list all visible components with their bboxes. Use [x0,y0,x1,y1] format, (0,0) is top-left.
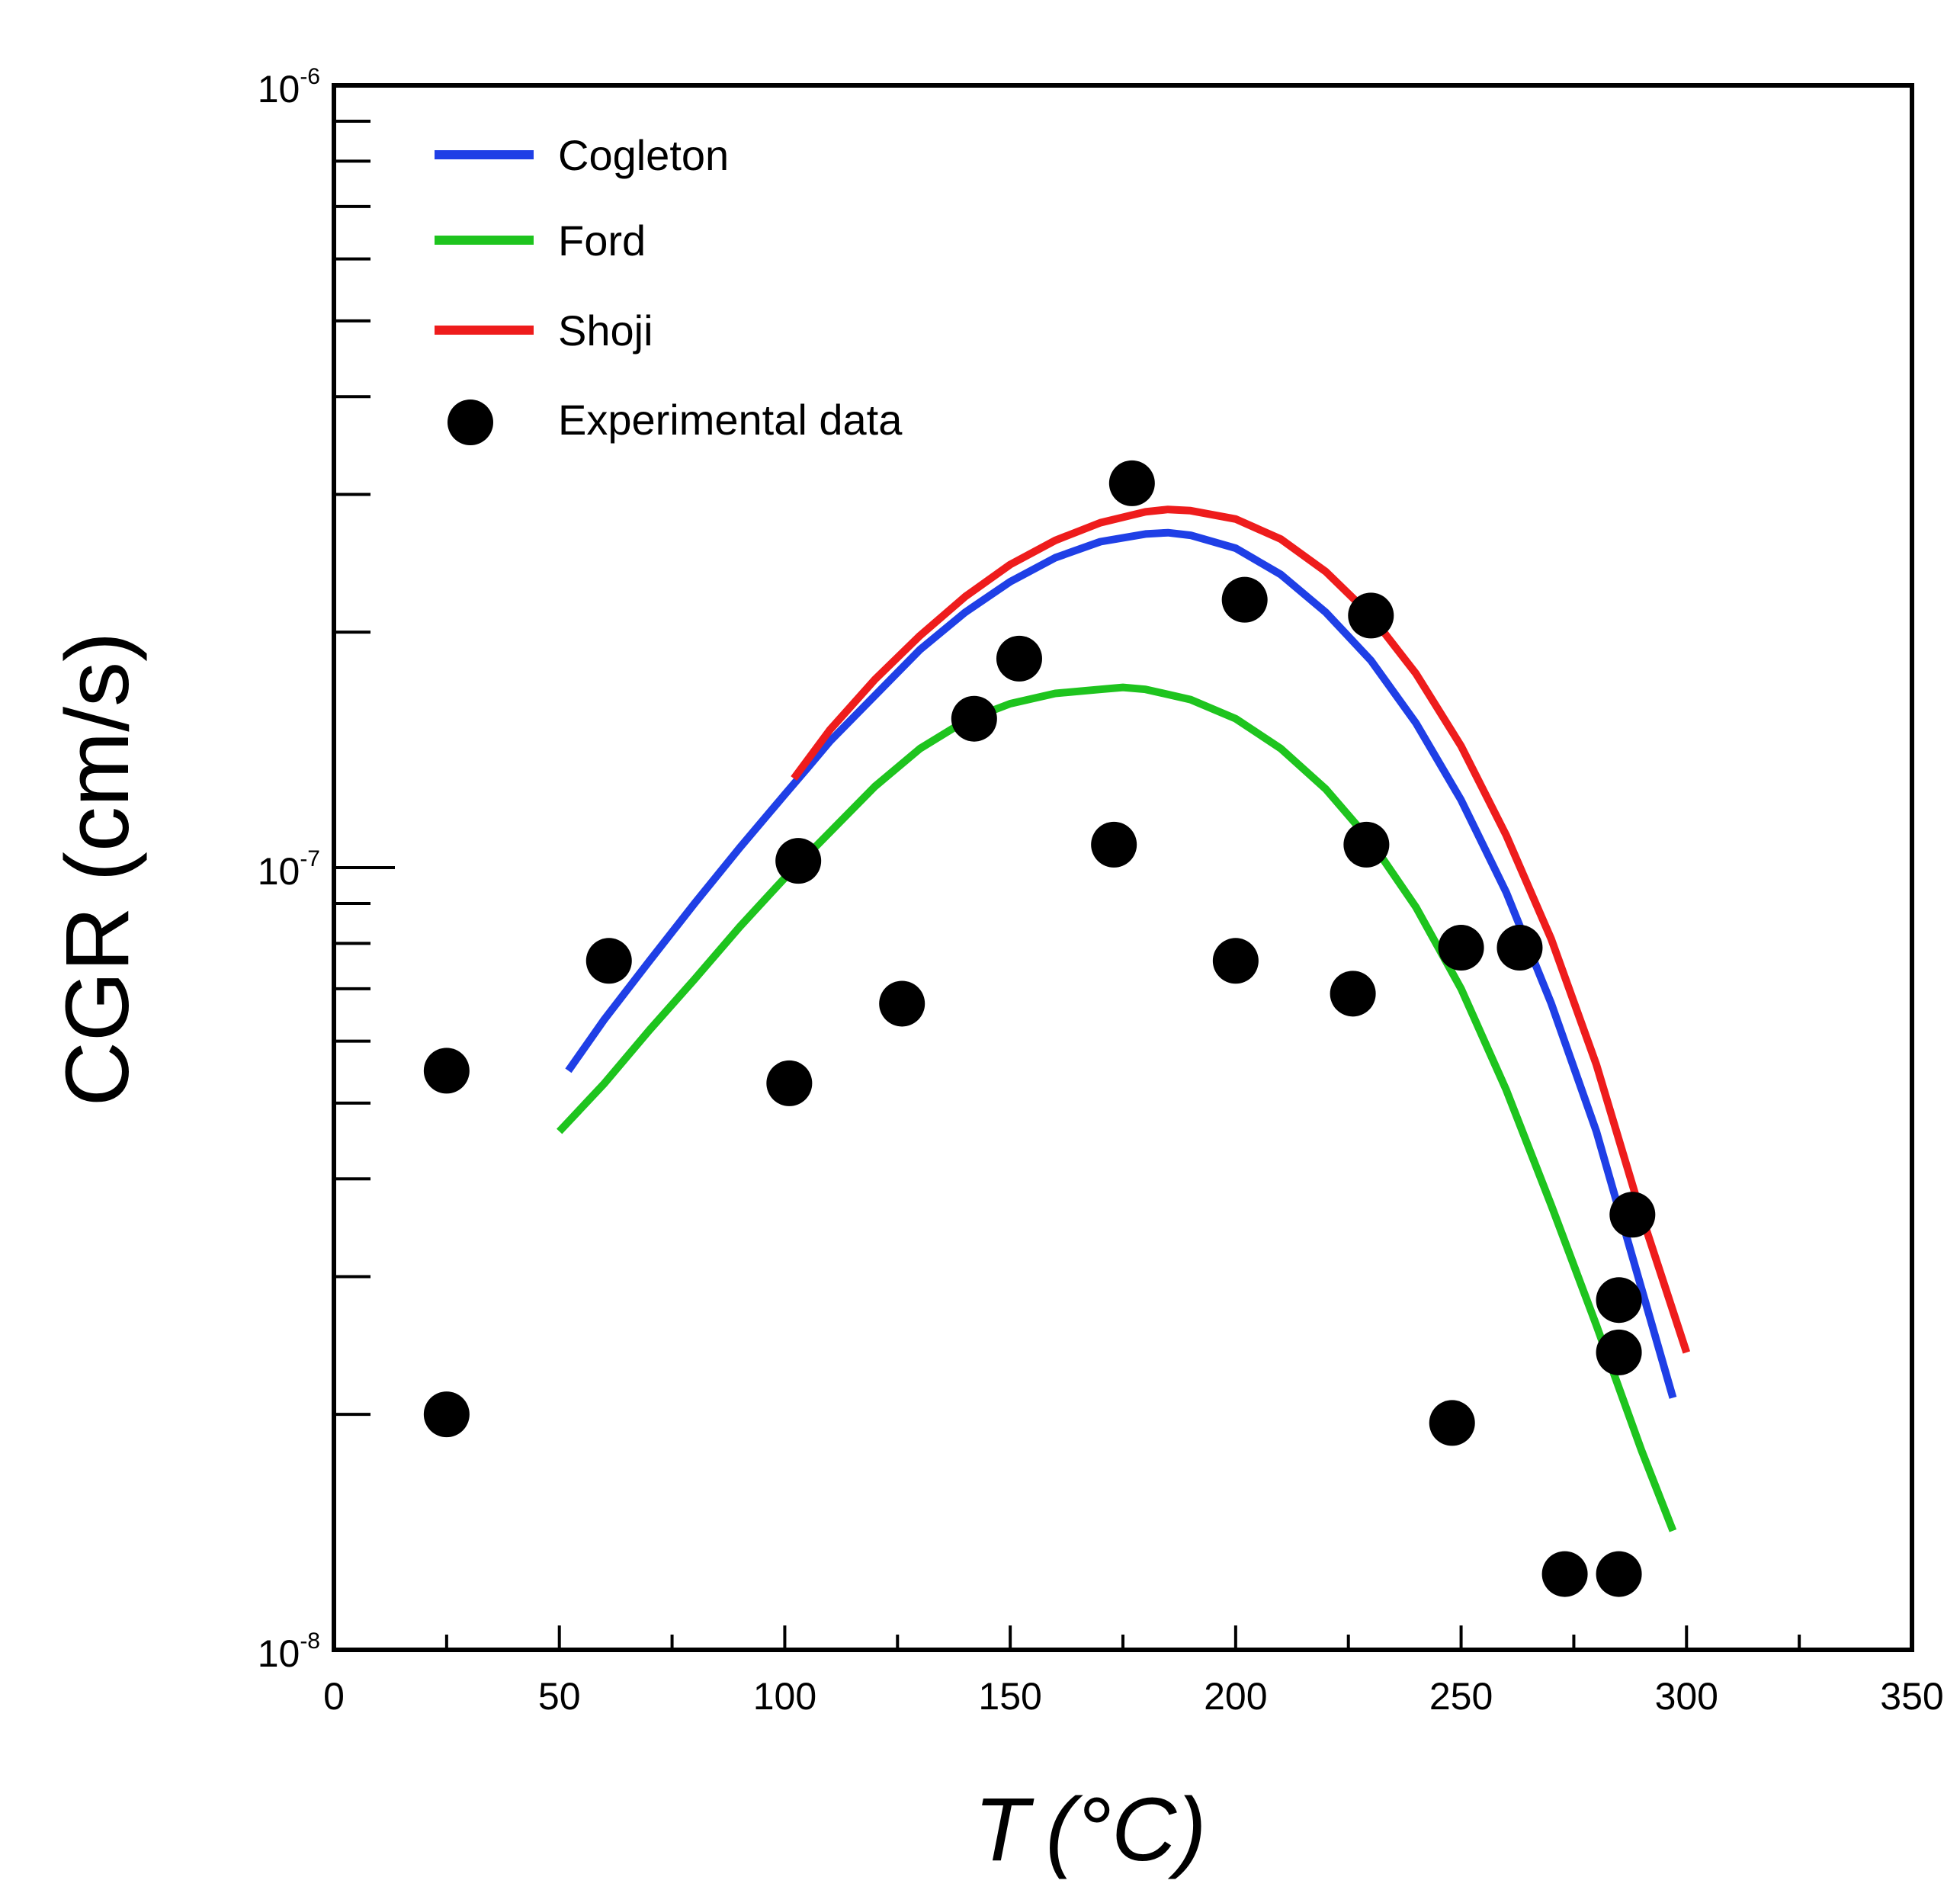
x-tick-label: 50 [538,1675,581,1718]
data-point [423,1391,470,1438]
legend: Cogleton Ford Shoji Experimental data [435,131,903,445]
data-point [1438,925,1484,971]
data-point [951,695,997,742]
legend-label: Ford [558,217,646,265]
legend-label: Experimental data [558,396,903,444]
data-point [1596,1329,1642,1375]
data-point [1429,1400,1475,1446]
data-point [1221,576,1268,623]
data-point [1596,1277,1642,1324]
data-point [423,1048,470,1094]
x-tick-label: 250 [1429,1675,1493,1718]
y-axis-label: CGR (cm/s) [47,632,148,1107]
data-point [775,838,822,884]
series-lines [557,505,1691,1532]
series-line-cogleton [565,528,1677,1399]
data-point [585,938,632,984]
x-tick-label: 0 [323,1675,345,1718]
x-axis-label: T (°C) [974,1779,1206,1880]
scatter-points [423,460,1656,1597]
series-line-shoji [791,505,1691,1354]
data-point [1108,460,1155,506]
y-axis-ticks: 10-8 10-7 10-6 [258,64,395,1675]
y-tick-label: 10-8 [258,1628,320,1675]
data-point [1609,1192,1656,1238]
x-tick-label: 150 [978,1675,1041,1718]
x-tick-label: 200 [1204,1675,1267,1718]
data-point [766,1060,813,1106]
data-point [1348,592,1394,639]
data-point [1496,925,1543,971]
x-axis-ticks: 0 50 100 150 200 250 300 350 [323,1625,1944,1718]
x-axis-variable: T [974,1779,1035,1880]
data-point [1212,938,1259,984]
legend-label: Shoji [558,306,653,355]
data-point [1541,1551,1588,1597]
data-point [1330,971,1376,1017]
data-point [996,635,1042,682]
data-point [879,980,925,1027]
data-point [1343,821,1390,868]
x-tick-label: 350 [1880,1675,1943,1718]
x-axis-unit: (°C) [1046,1779,1207,1880]
y-tick-label: 10-7 [258,846,320,893]
x-tick-label: 100 [753,1675,816,1718]
x-tick-label: 300 [1655,1675,1718,1718]
y-tick-label: 10-6 [258,64,320,111]
data-point [1596,1551,1642,1597]
legend-swatch [447,399,493,445]
data-point [1091,821,1137,868]
legend-label: Cogleton [558,131,729,179]
series-line-ford [557,683,1677,1532]
